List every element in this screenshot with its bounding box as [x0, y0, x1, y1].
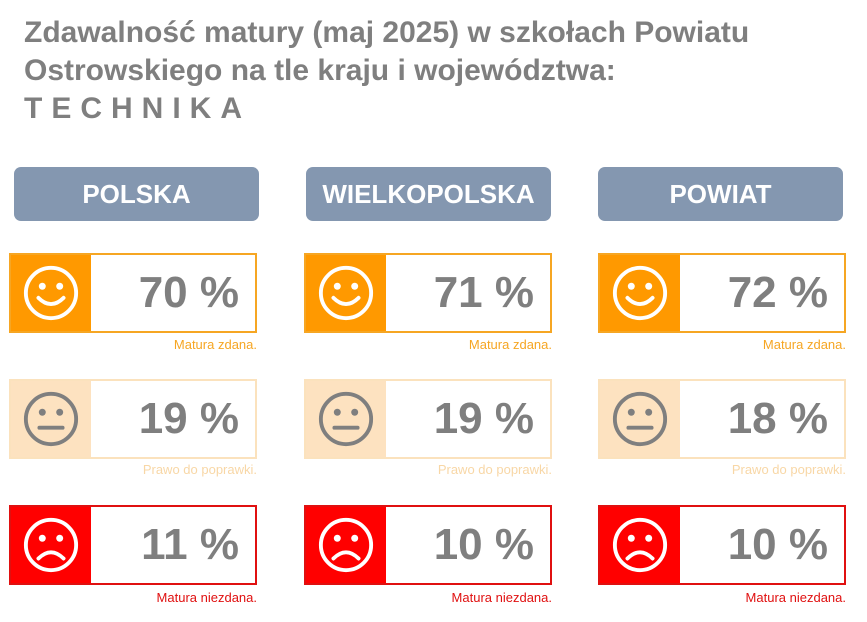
value-pass: 71 %: [433, 268, 534, 317]
value-retake: 19 %: [433, 394, 534, 443]
header-polska: POLSKA: [14, 167, 259, 221]
header-wielkopolska: WIELKOPOLSKA: [306, 167, 551, 221]
neutral-face-icon: [306, 381, 386, 457]
value-retake: 18 %: [727, 394, 828, 443]
header-powiat: POWIAT: [598, 167, 843, 221]
caption-fail: Matura niezdana.: [156, 590, 257, 605]
smile-face-icon: [600, 255, 680, 331]
title-line-1: Zdawalność matury (maj 2025) w szkołach …: [24, 16, 750, 49]
caption-pass: Matura zdana.: [173, 337, 257, 352]
card-retake: 18 %: [598, 379, 846, 459]
smile-face-icon: [11, 255, 91, 331]
title-line-2: Ostrowskiego na tle kraju i województwa:: [24, 54, 616, 87]
value-fail: 11 %: [141, 520, 239, 569]
card-fail: 11 %: [9, 505, 257, 585]
page-title: Zdawalność matury (maj 2025) w szkołach …: [24, 14, 854, 128]
caption-pass: Matura zdana.: [762, 337, 846, 352]
neutral-face-icon: [600, 381, 680, 457]
card-pass: 70 %: [9, 253, 257, 333]
card-retake: 19 %: [9, 379, 257, 459]
caption-retake: Prawo do poprawki.: [437, 462, 552, 477]
value-pass: 70 %: [138, 268, 239, 317]
neutral-face-icon: [11, 381, 91, 457]
card-fail: 10 %: [304, 505, 552, 585]
value-fail: 10 %: [727, 520, 828, 569]
sad-face-icon: [600, 507, 680, 583]
smile-face-icon: [306, 255, 386, 331]
card-pass: 71 %: [304, 253, 552, 333]
card-pass: 72 %: [598, 253, 846, 333]
caption-fail: Matura niezdana.: [451, 590, 552, 605]
value-fail: 10 %: [433, 520, 534, 569]
caption-fail: Matura niezdana.: [745, 590, 846, 605]
caption-retake: Prawo do poprawki.: [142, 462, 257, 477]
value-retake: 19 %: [138, 394, 239, 443]
card-retake: 19 %: [304, 379, 552, 459]
title-line-3: TECHNIKA: [24, 92, 251, 125]
sad-face-icon: [11, 507, 91, 583]
value-pass: 72 %: [727, 268, 828, 317]
caption-pass: Matura zdana.: [468, 337, 552, 352]
card-fail: 10 %: [598, 505, 846, 585]
sad-face-icon: [306, 507, 386, 583]
caption-retake: Prawo do poprawki.: [731, 462, 846, 477]
